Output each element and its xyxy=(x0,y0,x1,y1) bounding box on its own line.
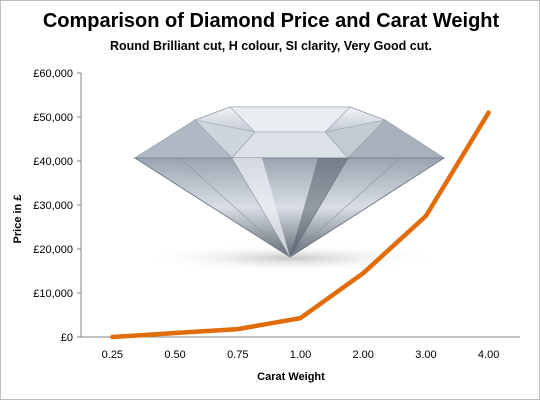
y-tick-label: £20,000 xyxy=(33,244,73,256)
x-ticks: 0.25 0.50 0.75 1.00 2.00 3.00 4.00 xyxy=(102,349,500,361)
series-group xyxy=(110,110,491,340)
y-ticks: £0 £10,000 £20,000 £30,000 £40,000 £50,000 £60… xyxy=(33,68,81,344)
y-tick-label: £30,000 xyxy=(33,200,73,212)
x-tick-label: 0.25 xyxy=(102,349,123,361)
diamond-icon xyxy=(133,106,446,272)
chart-title: Comparison of Diamond Price and Carat We… xyxy=(42,10,500,32)
x-tick-label: 1.00 xyxy=(290,349,311,361)
x-tick-label: 2.00 xyxy=(353,349,374,361)
x-axis-label: Carat Weight xyxy=(257,371,325,383)
series-line xyxy=(110,110,491,340)
chart-subtitle: Round Brilliant cut, H colour, SI clarit… xyxy=(109,39,433,53)
y-tick-label: £40,000 xyxy=(33,156,73,168)
y-tick-label: £60,000 xyxy=(33,68,73,80)
y-tick-label: £0 xyxy=(61,332,73,344)
y-tick-label: £10,000 xyxy=(33,288,73,300)
y-tick-label: £50,000 xyxy=(33,112,73,124)
x-tick-label: 0.50 xyxy=(164,349,185,361)
x-tick-label: 0.75 xyxy=(227,349,248,361)
x-tick-label: 3.00 xyxy=(415,349,436,361)
x-tick-label: 4.00 xyxy=(478,349,499,361)
